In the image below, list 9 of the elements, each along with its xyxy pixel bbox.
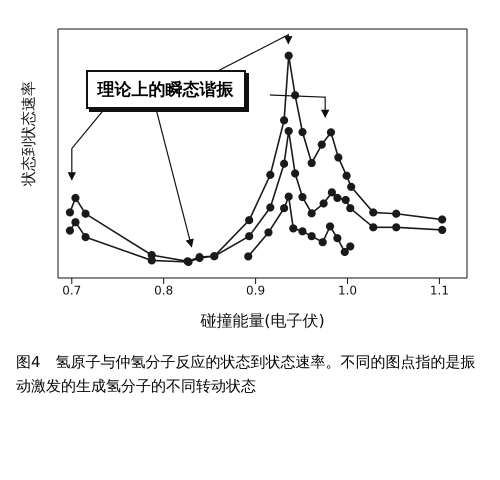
x-tick-label: 0.9 bbox=[246, 284, 266, 298]
x-tick-label: 0.7 bbox=[62, 284, 82, 298]
x-tick-label: 1.0 bbox=[338, 284, 358, 298]
annotation: 理论上的瞬态谐振 bbox=[86, 70, 246, 110]
y-axis-title: 状态到状态速率 bbox=[19, 81, 38, 187]
x-axis-title: 碰撞能量(电子伏) bbox=[199, 311, 325, 330]
caption: 图4 氢原子与仲氢分子反应的状态到状态速率。不同的图点指的是振动激发的生成氢分子的不同转动状态 bbox=[15, 352, 477, 397]
x-tick-label: 0.8 bbox=[154, 284, 174, 298]
x-tick-label: 1.1 bbox=[430, 284, 449, 298]
